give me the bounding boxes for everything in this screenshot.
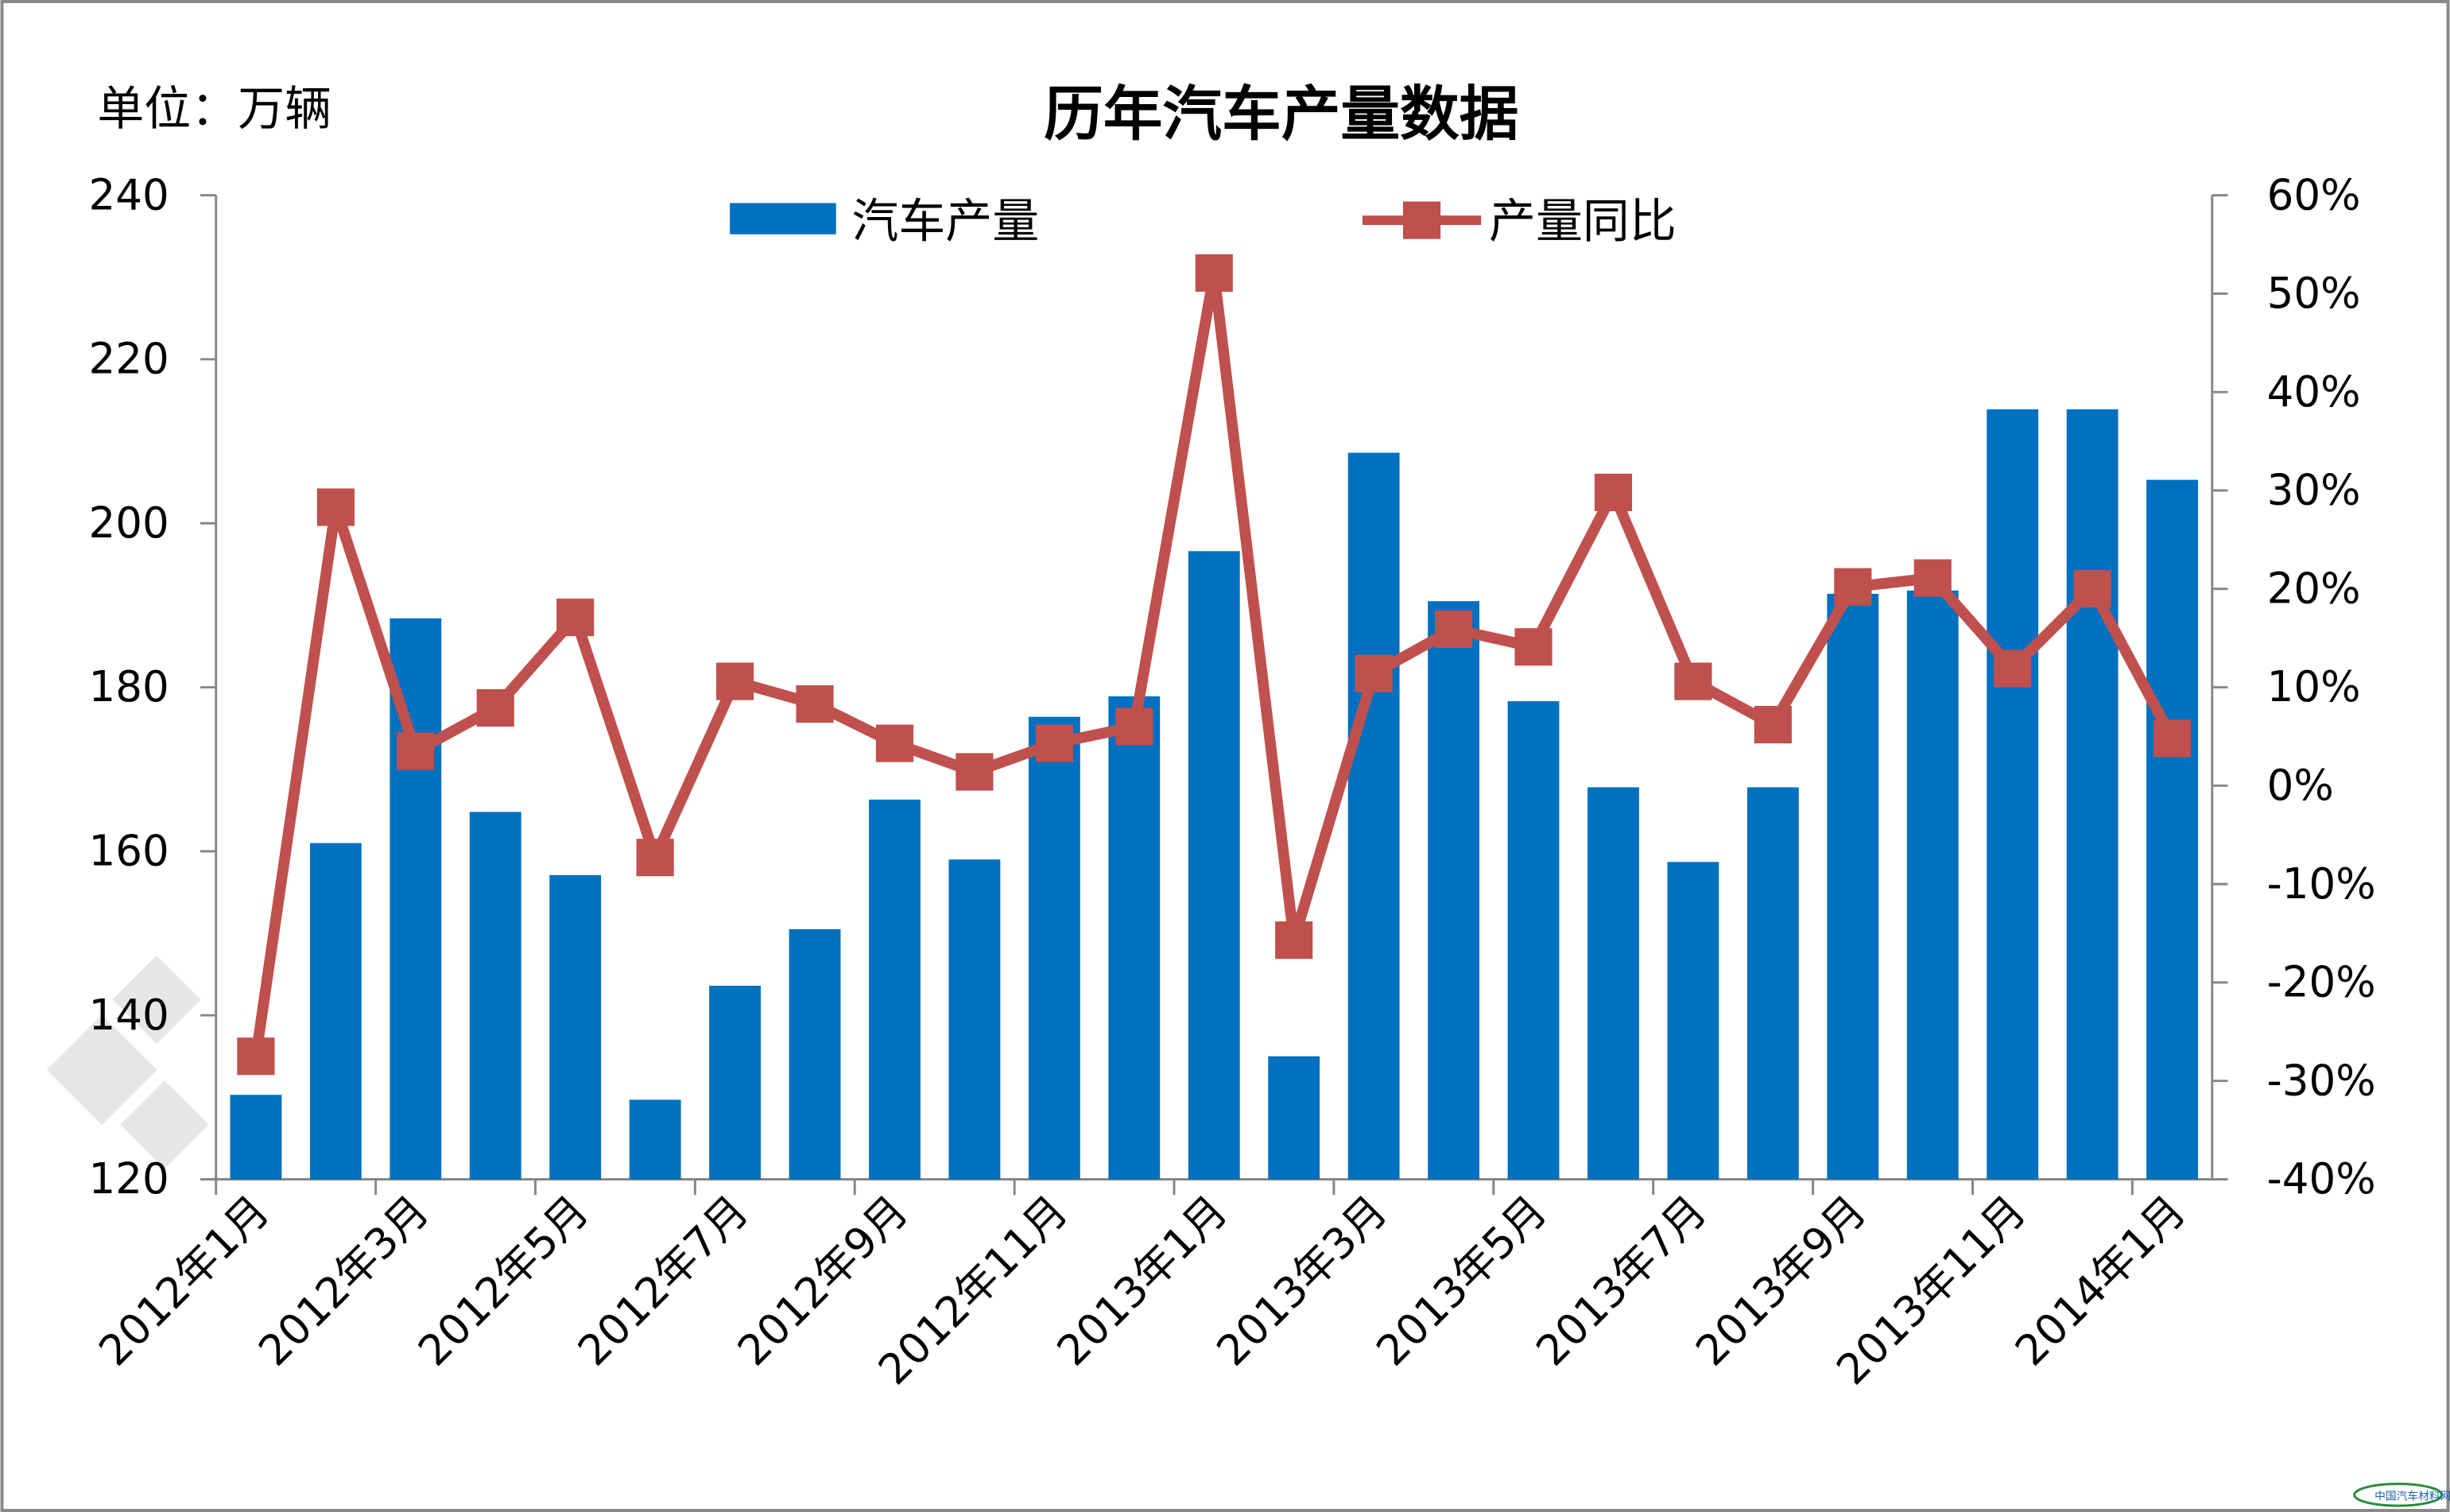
bar [1827,593,1879,1180]
legend-swatch-bar [730,203,836,235]
bar [1188,551,1240,1180]
bar [1108,696,1161,1180]
line-marker [397,732,435,770]
line-marker [1994,649,2032,688]
line-marker [716,662,754,700]
y-right-tick-label: 60% [2267,170,2361,219]
line-marker [556,599,595,637]
line-marker [476,688,514,727]
logo: 中国汽车材料网 [2353,1483,2450,1507]
bar [1507,701,1560,1180]
line-marker [316,488,355,526]
line-marker [1594,473,1633,512]
line-marker [1355,654,1393,692]
line-marker [956,753,994,791]
legend-label-line: 产量同比 [1489,194,1677,249]
y-right-tick-label: 10% [2267,662,2361,711]
bar [709,986,761,1180]
line-marker [1913,559,1952,597]
line-marker [1115,708,1153,746]
y-left-tick-label: 140 [88,991,169,1040]
line-marker [796,685,834,723]
bar [1028,716,1080,1180]
bars [230,409,2198,1180]
line-marker [1754,706,1792,744]
bar [1587,787,1639,1180]
y-left-tick-label: 200 [88,498,169,548]
legend-label-bar: 汽车产量 [851,194,1039,249]
line-marker [1834,568,1872,606]
line-marker [1195,254,1233,292]
bar [2146,479,2198,1180]
line-marker [1435,610,1473,649]
line-marker [1514,628,1553,666]
line-marker [1035,724,1073,762]
bar [948,859,1001,1180]
bar [309,843,362,1180]
line-marker [1674,662,1712,700]
y-right-tick-label: -30% [2267,1056,2376,1105]
y-left-tick-label: 160 [88,827,169,876]
y-left-tick-label: 120 [88,1154,169,1204]
bar [869,799,921,1180]
line-marker [2073,570,2111,608]
y-right-tick-label: 20% [2267,564,2361,613]
bar [629,1099,681,1180]
y-left-tick-label: 180 [88,662,169,711]
chart-title: 历年汽车产量数据 [1044,79,1518,149]
bar [1347,452,1400,1180]
bar [230,1095,282,1180]
bar [1746,787,1799,1180]
bar [1906,590,1959,1180]
bar [1268,1056,1320,1180]
bar [2066,409,2119,1180]
y-right-tick-label: 40% [2267,367,2361,417]
line-marker [636,839,674,877]
bar [1667,862,1719,1180]
bar [789,929,841,1180]
y-right-tick-label: -40% [2267,1154,2376,1204]
unit-label: 单位：万辆 [97,81,331,136]
bar [549,874,602,1180]
y-right-tick-label: 50% [2267,269,2361,318]
line-marker [1275,921,1313,960]
line-marker [2153,719,2192,758]
line-marker [237,1037,275,1076]
bar [1987,409,2039,1180]
y-right-tick-label: -20% [2267,958,2376,1007]
line-series [237,254,2192,1076]
legend: 汽车产量 产量同比 [730,194,1677,249]
line-marker [875,724,914,762]
bar [469,812,521,1180]
logo-text: 中国汽车材料网 [2374,1489,2450,1502]
y-right-tick-label: 30% [2267,466,2361,515]
bar [1428,601,1479,1180]
y-left-tick-label: 220 [88,335,169,384]
y-right-tick-label: -10% [2267,859,2376,909]
y-left-tick-label: 240 [88,170,169,219]
y-right-tick-label: 0% [2267,761,2334,810]
legend-marker [1402,201,1441,239]
